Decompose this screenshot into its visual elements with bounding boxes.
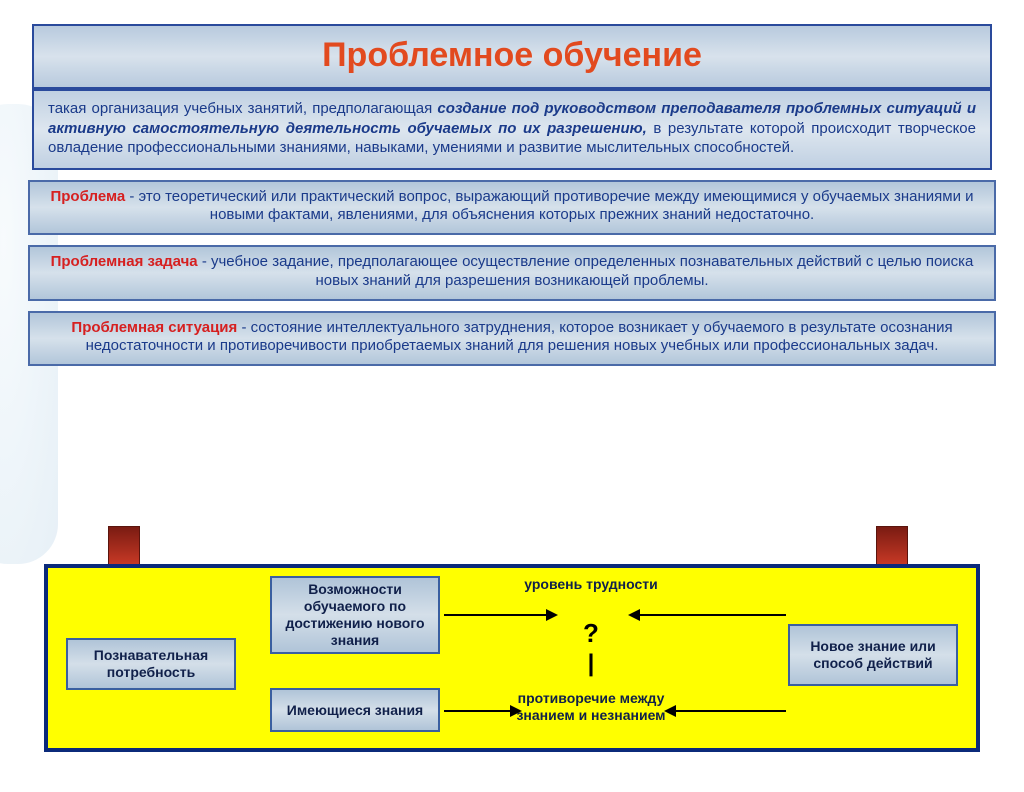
question-mark: ? — [516, 618, 666, 649]
term-name: Проблемная задача — [51, 253, 198, 270]
box-poznavatelnaya: Познавательная потребность — [66, 638, 236, 690]
definition-prefix: такая организация учебных занятий, предп… — [48, 100, 437, 117]
term-name: Проблемная ситуация — [71, 319, 237, 336]
term-text: - учебное задание, предполагающее осущес… — [202, 253, 974, 289]
definition-panel: такая организация учебных занятий, предп… — [32, 89, 992, 170]
vertical-bar: | — [516, 650, 666, 679]
page-title: Проблемное обучение — [34, 36, 990, 75]
arrow-right-to-center-top — [630, 614, 786, 616]
label-uroven-trudnosti: уровень трудности — [516, 576, 666, 593]
yellow-container: Познавательная потребность Возможности о… — [44, 564, 980, 752]
term-panel-situaciya: Проблемная ситуация - состояние интеллек… — [28, 311, 996, 367]
term-panel-problema: Проблема - это теоретический или практич… — [28, 180, 996, 236]
arrow-b3-to-center — [444, 710, 520, 712]
term-name: Проблема — [50, 188, 125, 205]
diagram-area: Познавательная потребность Возможности о… — [32, 534, 992, 756]
box-vozmozhnosti: Возможности обучаемого по достижению нов… — [270, 576, 440, 654]
title-panel: Проблемное обучение — [32, 24, 992, 89]
term-panel-zadacha: Проблемная задача - учебное задание, пре… — [28, 245, 996, 301]
box-novoe-znaniye: Новое знание или способ действий — [788, 624, 958, 686]
term-text: - это теоретический или практический воп… — [129, 188, 973, 224]
box-imeyushiesya: Имеющиеся знания — [270, 688, 440, 732]
arrow-right-to-center-bot — [666, 710, 786, 712]
arrow-b2-to-center — [444, 614, 556, 616]
